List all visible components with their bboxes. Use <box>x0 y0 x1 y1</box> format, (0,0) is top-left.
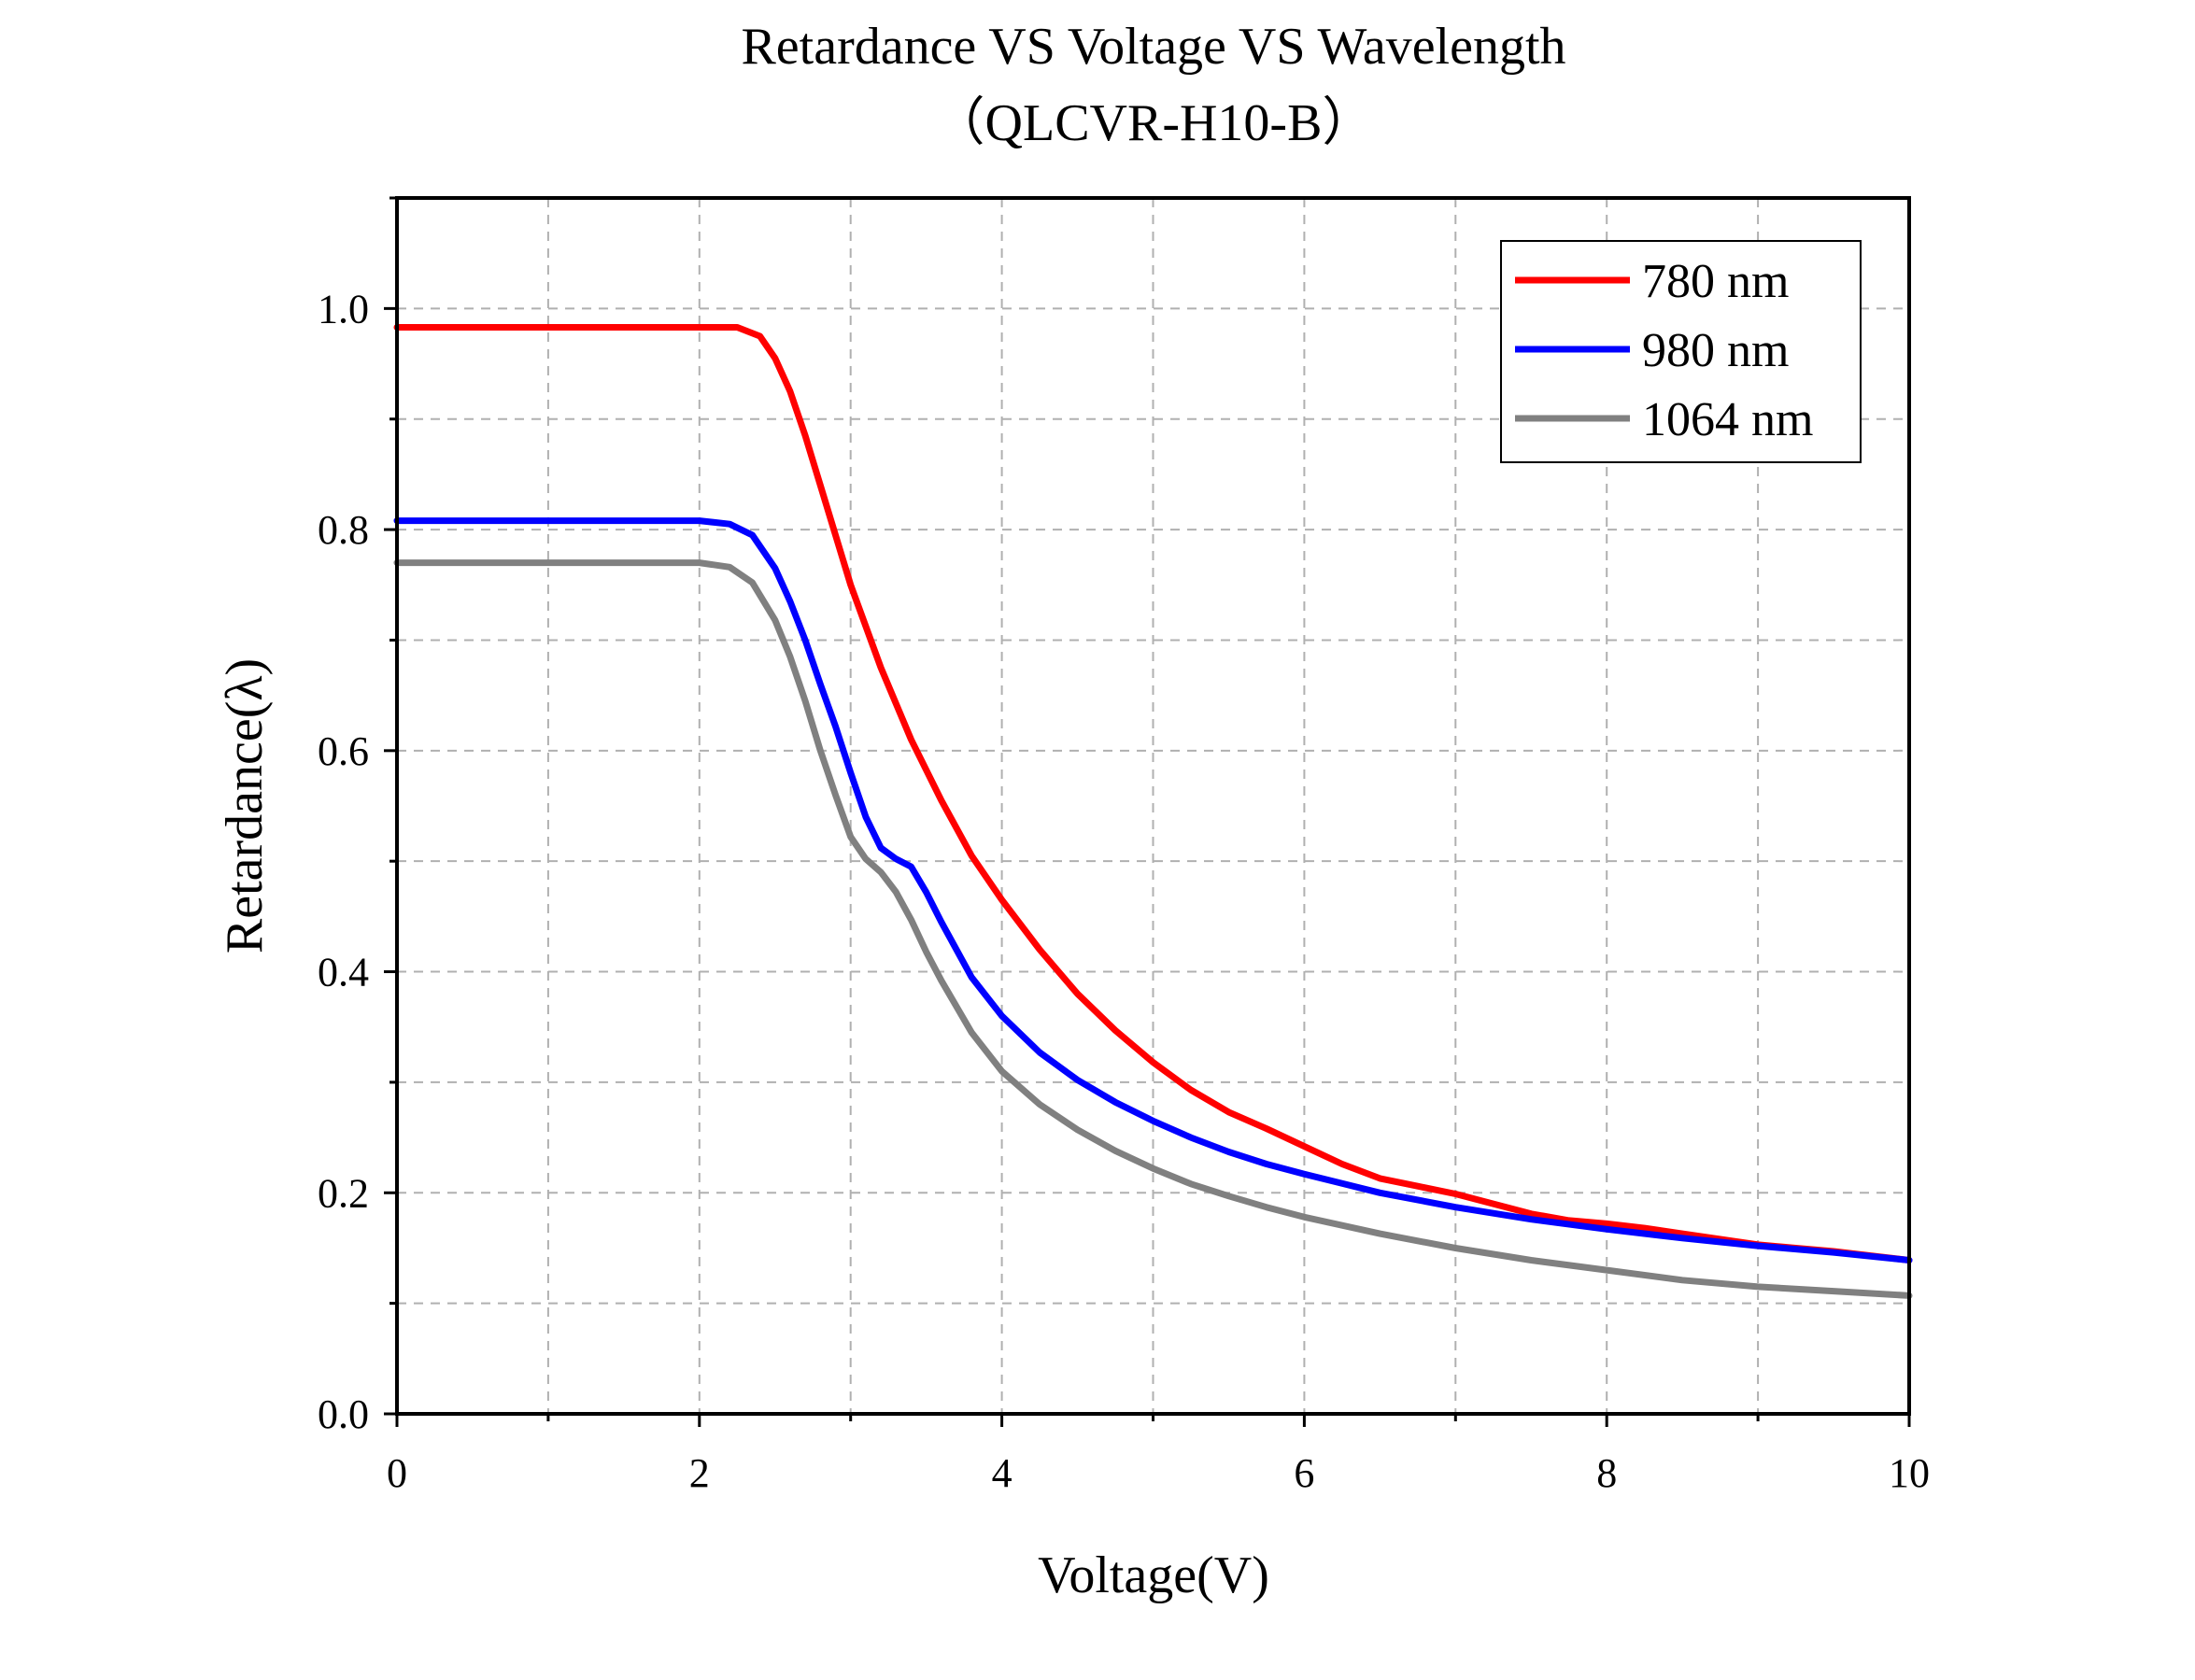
legend-items: 780 nm 980 nm 1064 nm <box>1515 255 1813 446</box>
x-tick-labels: 0 2 4 6 8 10 <box>387 1450 1930 1496</box>
y-tick-label: 0.2 <box>318 1170 369 1216</box>
x-tick-label: 10 <box>1889 1450 1930 1496</box>
series-lines <box>393 324 1913 1299</box>
y-tick-label: 0.8 <box>318 507 369 553</box>
legend-label-780-nm: 780 nm <box>1642 255 1789 308</box>
y-axis-label: Retardance(λ) <box>216 658 274 953</box>
x-tick-label: 4 <box>992 1450 1013 1496</box>
y-tick-label: 0.6 <box>318 728 369 774</box>
grid <box>397 198 1909 1414</box>
chart-title: Retardance VS Voltage VS Wavelength <box>741 18 1565 76</box>
y-tick-label: 0.4 <box>318 950 369 995</box>
legend: 780 nm 980 nm 1064 nm <box>1500 240 1862 463</box>
legend-label-980-nm: 980 nm <box>1642 324 1789 377</box>
chart-subtitle: （QLCVR-H10-B） <box>933 94 1375 152</box>
series-line-980-nm <box>393 517 1913 1264</box>
legend-label-1064-nm: 1064 nm <box>1642 393 1813 446</box>
y-tick-label: 1.0 <box>318 286 369 332</box>
series-line-1064-nm <box>393 559 1913 1299</box>
x-axis-label: Voltage(V) <box>1038 1546 1269 1604</box>
x-tick-label: 6 <box>1294 1450 1314 1496</box>
y-tick-label: 0.0 <box>318 1391 369 1437</box>
y-tick-labels: 0.0 0.2 0.4 0.6 0.8 1.0 <box>318 286 369 1437</box>
x-tick-label: 0 <box>387 1450 407 1496</box>
x-tick-label: 8 <box>1596 1450 1617 1496</box>
x-tick-label: 2 <box>689 1450 710 1496</box>
axis-ticks <box>384 196 1911 1427</box>
series-line-780-nm <box>393 324 1913 1264</box>
